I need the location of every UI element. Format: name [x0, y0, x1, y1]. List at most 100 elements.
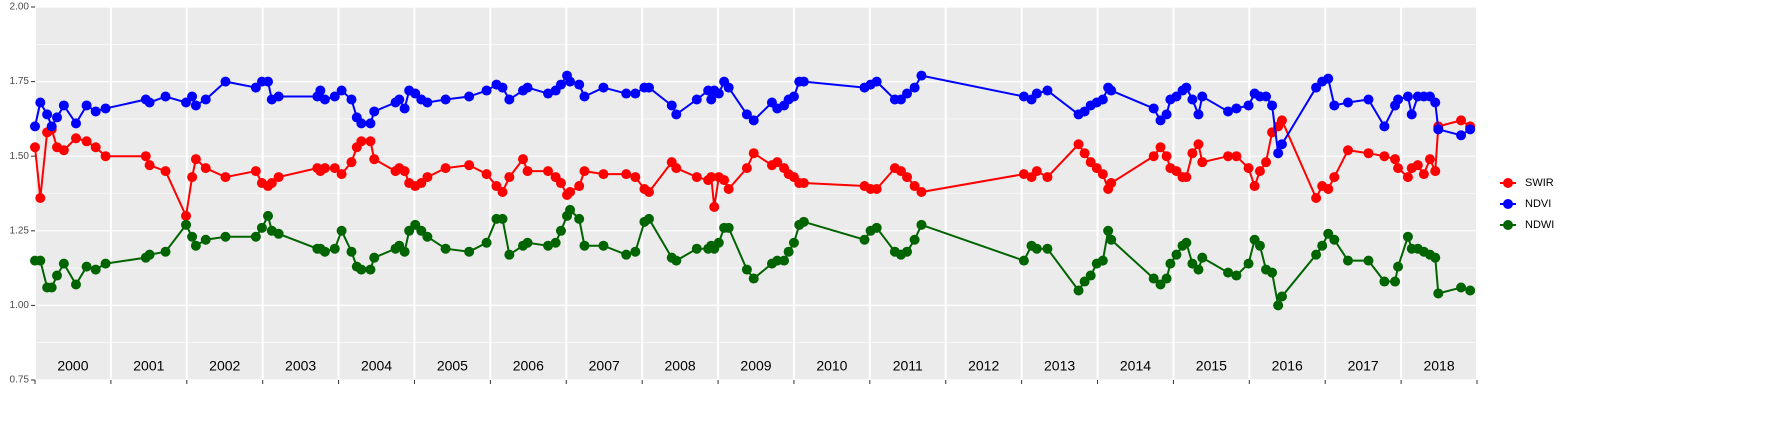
point [504, 172, 515, 183]
point [522, 237, 533, 248]
point [399, 246, 410, 257]
point [30, 121, 40, 132]
point [356, 264, 367, 275]
point [1393, 94, 1404, 105]
year-label: 2001 [133, 358, 164, 374]
point [497, 213, 508, 224]
y-tick-label: 1.00 [10, 300, 30, 311]
point [1323, 73, 1334, 84]
point [35, 97, 46, 108]
point [256, 222, 267, 233]
point [46, 282, 57, 293]
point [779, 255, 790, 266]
point [1379, 121, 1390, 132]
point [190, 240, 201, 251]
point [1042, 243, 1053, 254]
point [464, 91, 475, 102]
point [329, 91, 340, 102]
point [1254, 166, 1265, 177]
point [630, 88, 641, 99]
point [319, 163, 330, 174]
point [262, 210, 273, 221]
point [543, 166, 554, 177]
point [346, 246, 357, 257]
point [643, 187, 654, 198]
point [1430, 252, 1441, 263]
year-label: 2018 [1423, 358, 1454, 374]
point [497, 187, 508, 198]
point [630, 246, 641, 257]
point [1171, 249, 1182, 260]
point [1223, 151, 1234, 162]
point [250, 166, 261, 177]
point [1267, 267, 1278, 278]
year-label: 2017 [1348, 358, 1379, 374]
point [336, 169, 347, 180]
point [1323, 184, 1334, 195]
point [187, 172, 198, 183]
point [1042, 172, 1053, 183]
point [1148, 273, 1159, 284]
point [723, 184, 734, 195]
point [481, 237, 492, 248]
point [200, 94, 211, 105]
point [691, 172, 702, 183]
point [58, 100, 69, 111]
point [798, 76, 809, 87]
point [46, 121, 57, 132]
point [81, 261, 92, 272]
point [1456, 282, 1467, 293]
point [1254, 240, 1265, 251]
point [187, 91, 198, 102]
point [369, 252, 380, 263]
point [902, 88, 913, 99]
point [555, 178, 566, 189]
point [543, 240, 554, 251]
point [1197, 157, 1208, 168]
point [1249, 181, 1260, 192]
point [190, 100, 201, 111]
point [902, 172, 913, 183]
point [543, 88, 554, 99]
point [1311, 192, 1322, 203]
point [399, 103, 410, 114]
y-tick-label: 1.50 [10, 151, 30, 162]
point [464, 246, 475, 257]
year-label: 2016 [1272, 358, 1303, 374]
point [356, 118, 367, 129]
year-label: 2009 [740, 358, 771, 374]
point [1430, 166, 1441, 177]
point [90, 142, 101, 153]
point [1261, 157, 1272, 168]
year-label: 2013 [1044, 358, 1075, 374]
year-label: 2015 [1196, 358, 1227, 374]
year-label: 2006 [513, 358, 544, 374]
point [329, 243, 340, 254]
point [266, 178, 277, 189]
point [1243, 100, 1254, 111]
point [394, 94, 405, 105]
year-label: 2011 [893, 358, 923, 374]
point [90, 106, 101, 117]
point [1363, 148, 1374, 159]
point [81, 100, 92, 111]
point [399, 166, 410, 177]
point [273, 228, 284, 239]
point [181, 219, 192, 230]
point [58, 258, 69, 269]
point [422, 172, 433, 183]
point [1363, 94, 1374, 105]
legend-label: NDVI [1525, 198, 1551, 210]
point [713, 237, 724, 248]
point [1018, 91, 1029, 102]
point [1465, 124, 1476, 135]
year-label: 2014 [1120, 358, 1151, 374]
point [579, 240, 590, 251]
point [160, 166, 171, 177]
point [1465, 285, 1476, 296]
point [691, 94, 702, 105]
point [1393, 163, 1404, 174]
point [798, 216, 809, 227]
point [621, 88, 632, 99]
